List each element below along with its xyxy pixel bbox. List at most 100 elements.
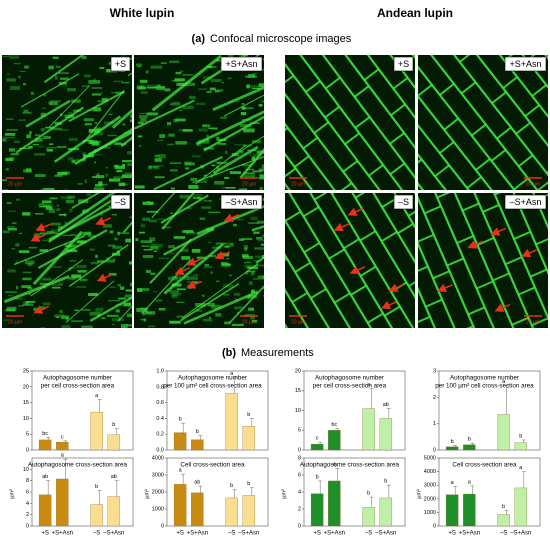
cell-wall	[405, 34, 419, 45]
speck	[238, 238, 244, 241]
cell-wall	[310, 0, 324, 8]
speck	[223, 294, 230, 296]
speck	[252, 170, 262, 173]
speck	[5, 168, 9, 171]
label-box	[504, 56, 547, 72]
speck	[52, 56, 59, 59]
arrow	[494, 303, 511, 312]
x-tick-label: –S	[93, 531, 100, 537]
speck	[69, 260, 76, 262]
streak	[194, 145, 246, 185]
speck	[229, 243, 234, 247]
speck	[202, 124, 211, 128]
streak	[74, 128, 132, 166]
speck	[97, 260, 105, 263]
speck	[88, 80, 101, 84]
arrow	[380, 300, 397, 310]
speck	[91, 93, 101, 96]
bar	[107, 434, 121, 451]
plot-frame	[31, 370, 134, 451]
speck	[254, 247, 264, 250]
speck	[259, 187, 263, 190]
speck	[96, 173, 100, 176]
speck	[175, 141, 188, 145]
significance-letter: a	[61, 453, 65, 459]
cell-wall	[537, 178, 548, 190]
speck	[149, 237, 156, 242]
image-content	[135, 193, 264, 328]
chart-title: Autophagosome number	[315, 375, 384, 382]
speck	[239, 150, 244, 154]
arrow	[490, 227, 507, 236]
significance-letter: b	[502, 504, 505, 510]
cell-wall	[434, 164, 450, 178]
speck	[8, 148, 15, 152]
cell-wall	[302, 206, 320, 218]
cell-wall	[418, 84, 433, 97]
speck	[6, 202, 12, 205]
speck	[185, 82, 196, 86]
speck	[93, 107, 102, 112]
speck	[203, 266, 213, 269]
speck	[105, 166, 108, 169]
streak	[25, 99, 71, 128]
bar	[56, 478, 69, 527]
speck	[56, 204, 60, 207]
speck	[101, 183, 105, 186]
significance-letter: ab	[111, 474, 117, 480]
cell-wall	[387, 39, 401, 50]
cell-wall	[492, 5, 506, 16]
cell-wall	[285, 55, 414, 190]
speck	[129, 119, 132, 122]
arrow	[214, 250, 231, 260]
speck	[181, 256, 191, 260]
speck	[98, 181, 103, 186]
cell-wall	[390, 103, 406, 117]
bar	[225, 497, 238, 527]
y-tick-label: 2000	[152, 489, 164, 495]
speck	[206, 90, 212, 94]
streak	[71, 193, 101, 209]
header: Andean lupin	[377, 6, 453, 20]
speck	[93, 154, 102, 156]
bar	[463, 444, 476, 451]
speck	[150, 243, 163, 248]
streak	[68, 90, 125, 123]
bar	[328, 430, 341, 451]
speck	[210, 271, 214, 274]
speck	[11, 222, 17, 225]
speck	[142, 201, 154, 205]
speck	[241, 254, 249, 258]
speck	[211, 164, 216, 167]
speck	[250, 216, 258, 221]
speck	[232, 327, 240, 328]
cell-wall	[418, 193, 503, 328]
speck	[244, 264, 255, 269]
cell-wall	[404, 39, 418, 50]
micrograph: –S 20 µm	[2, 193, 132, 328]
speck	[196, 256, 208, 259]
y-tick-label: 15	[295, 388, 301, 394]
speck	[6, 78, 16, 82]
speck	[82, 139, 93, 142]
arrow	[186, 280, 202, 289]
x-tick-label: –S+Asn	[103, 531, 124, 537]
y-tick-label: 4000	[424, 469, 436, 475]
speck	[92, 176, 96, 178]
speck	[68, 137, 78, 141]
speck	[77, 183, 83, 185]
cell-wall	[330, 55, 415, 182]
bar	[514, 442, 528, 451]
y-axis-label: µm²	[281, 489, 287, 499]
speck	[154, 86, 166, 89]
speck	[215, 89, 224, 92]
speck	[257, 239, 264, 242]
speck	[59, 309, 63, 314]
image-content	[404, 5, 548, 190]
speck	[201, 206, 211, 209]
speck	[229, 171, 241, 174]
speck	[55, 316, 60, 318]
micrograph: +S+Asn 20 µm	[134, 55, 264, 190]
cell-wall	[353, 85, 370, 98]
speck	[139, 79, 148, 83]
